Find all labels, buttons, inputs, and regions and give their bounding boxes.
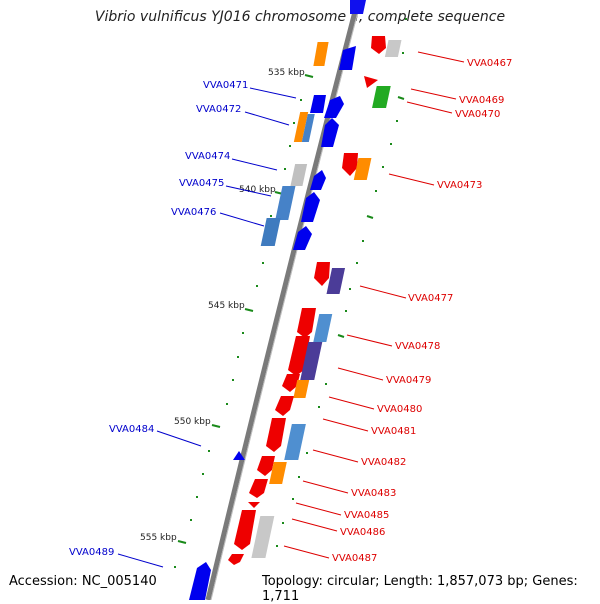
gene-block-green[interactable] <box>372 86 391 108</box>
reverse-genes-misc <box>251 40 402 558</box>
gene-label-vva0467[interactable]: VVA0467 <box>467 58 512 69</box>
gene-arrow-reverse[interactable] <box>234 510 256 550</box>
gene-arrow-reverse[interactable] <box>275 396 294 416</box>
gene-arrow-reverse[interactable] <box>342 153 358 176</box>
gene-block-orange[interactable] <box>293 112 309 142</box>
left-label-leaders <box>117 87 297 568</box>
tick-label-540: 540 kbp <box>239 185 276 195</box>
gene-arrow-reverse[interactable] <box>249 479 268 498</box>
gene-arrow-forward[interactable] <box>189 562 211 600</box>
tick-label-535: 535 kbp <box>268 68 305 78</box>
gene-arrow-forward[interactable] <box>293 226 312 250</box>
major-ticks <box>177 74 405 544</box>
gene-label-vva0473[interactable]: VVA0473 <box>437 180 482 191</box>
gene-arrow-reverse[interactable] <box>314 262 330 286</box>
gene-block-orange[interactable] <box>269 462 287 484</box>
gene-arrow-reverse[interactable] <box>228 554 244 565</box>
gene-label-vva0475[interactable]: VVA0475 <box>179 178 224 189</box>
minor-ticks <box>174 18 407 568</box>
gene-arrow-reverse[interactable] <box>297 308 316 338</box>
gene-label-vva0478[interactable]: VVA0478 <box>395 341 440 352</box>
gene-arrow-forward[interactable] <box>310 95 326 113</box>
gene-label-vva0486[interactable]: VVA0486 <box>340 527 385 538</box>
gene-label-vva0482[interactable]: VVA0482 <box>361 457 406 468</box>
gene-label-vva0487[interactable]: VVA0487 <box>332 553 377 564</box>
gene-arrow-reverse[interactable] <box>371 36 386 54</box>
forward-genes <box>189 0 366 600</box>
chromosome-backbone <box>205 0 361 600</box>
gene-label-vva0483[interactable]: VVA0483 <box>351 488 396 499</box>
gene-arrow-reverse[interactable] <box>257 456 275 476</box>
gene-arrow-reverse[interactable] <box>266 418 286 452</box>
gene-block-gray[interactable] <box>290 164 308 186</box>
gene-arrow-forward[interactable] <box>310 170 326 190</box>
gene-label-vva0480[interactable]: VVA0480 <box>377 404 422 415</box>
map-title: Vibrio vulnificus YJ016 chromosome II, c… <box>94 9 506 25</box>
gene-label-vva0471[interactable]: VVA0471 <box>203 80 248 91</box>
tick-label-550: 550 kbp <box>174 417 211 427</box>
gene-arrow-forward[interactable] <box>324 96 344 118</box>
gene-label-vva0470[interactable]: VVA0470 <box>455 109 500 120</box>
gene-arrow-forward[interactable] <box>233 451 245 460</box>
gene-block-lightblue[interactable] <box>260 218 281 246</box>
gene-block-lightblue[interactable] <box>301 114 315 142</box>
gene-block-orange[interactable] <box>313 42 329 66</box>
gene-arrow-reverse[interactable] <box>248 502 260 508</box>
gene-block-purple[interactable] <box>326 268 346 294</box>
gene-arrow-forward[interactable] <box>321 118 339 147</box>
gene-block-lightblue[interactable] <box>313 314 333 342</box>
gene-label-vva0484[interactable]: VVA0484 <box>109 424 154 435</box>
gene-arrow-forward[interactable] <box>339 46 356 70</box>
gene-label-vva0472[interactable]: VVA0472 <box>196 104 241 115</box>
gene-label-vva0479[interactable]: VVA0479 <box>386 375 431 386</box>
tick-label-555: 555 kbp <box>140 533 177 543</box>
forward-genes-misc <box>260 42 329 246</box>
gene-block-orange[interactable] <box>353 158 372 180</box>
gene-block-lightblue[interactable] <box>284 424 306 460</box>
gene-arrow-forward[interactable] <box>350 0 366 14</box>
accession-label: Accession: NC_005140 <box>9 574 157 589</box>
gene-label-vva0489[interactable]: VVA0489 <box>69 547 114 558</box>
gene-block-lightblue[interactable] <box>275 186 296 220</box>
gene-label-vva0481[interactable]: VVA0481 <box>371 426 416 437</box>
gene-block-purple[interactable] <box>300 342 323 380</box>
gene-arrow-reverse[interactable] <box>364 76 378 88</box>
gene-label-vva0474[interactable]: VVA0474 <box>185 151 230 162</box>
gene-label-vva0485[interactable]: VVA0485 <box>344 510 389 521</box>
gene-label-vva0477[interactable]: VVA0477 <box>408 293 453 304</box>
gene-arrow-reverse[interactable] <box>282 374 300 392</box>
gene-label-vva0469[interactable]: VVA0469 <box>459 95 504 106</box>
tick-label-545: 545 kbp <box>208 301 245 311</box>
gene-label-vva0476[interactable]: VVA0476 <box>171 207 216 218</box>
right-label-leaders <box>283 51 465 559</box>
gene-arrow-forward[interactable] <box>301 192 320 222</box>
chromosome-backbone-highlight <box>210 0 362 600</box>
gene-block-orange[interactable] <box>293 380 310 398</box>
gene-block-gray[interactable] <box>384 40 402 57</box>
gene-block-gray[interactable] <box>251 516 275 558</box>
